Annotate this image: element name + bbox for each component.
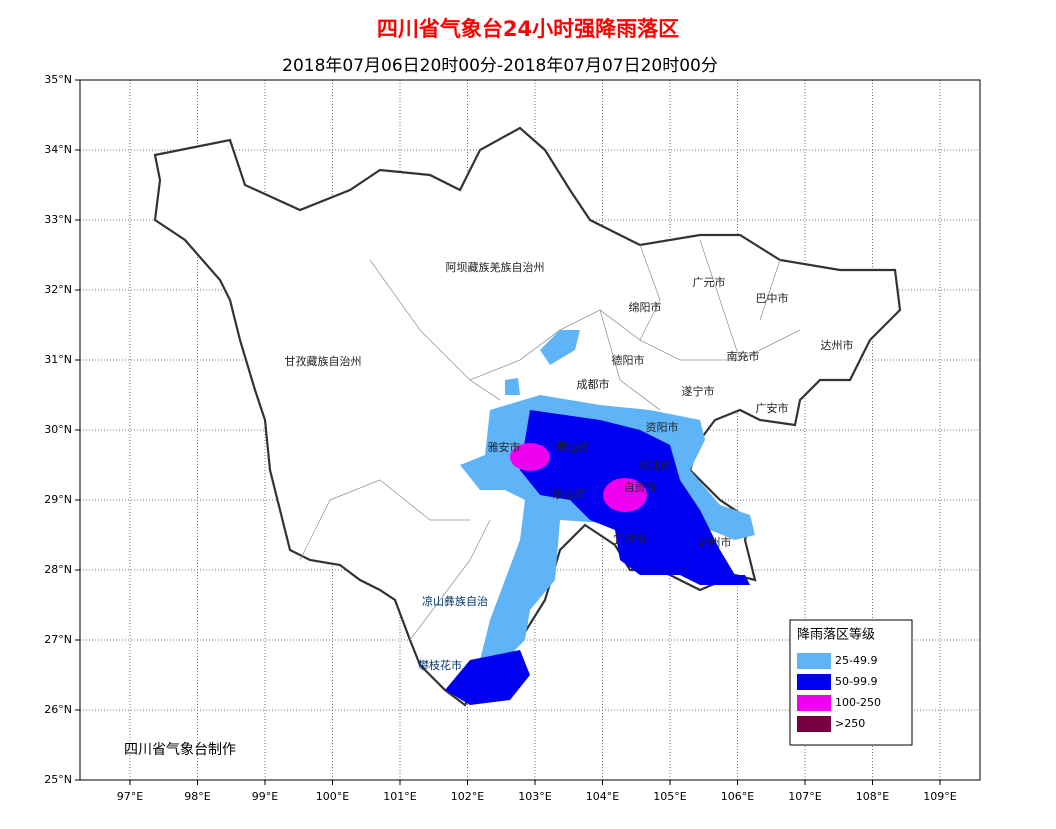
place-label: 内江市 [639,458,672,472]
lat-label: 34°N [44,143,72,156]
place-label: 德阳市 [612,353,645,367]
place-label: 成都市 [577,377,610,391]
place-label: 自贡市 [624,480,657,494]
legend-label: 25-49.9 [835,654,877,667]
legend-label: 100-250 [835,696,881,709]
legend-swatch [797,653,831,669]
place-label: 绵阳市 [629,300,662,314]
legend-label: >250 [835,717,865,730]
lon-label: 108°E [856,790,889,803]
place-label: 雅安市 [488,440,521,454]
rain-areas [445,330,755,705]
lat-label: 35°N [44,73,72,86]
lat-label: 25°N [44,773,72,786]
subtitle: 2018年07月06日20时00分-2018年07月07日20时00分 [282,56,718,76]
place-label: 遂宁市 [682,384,715,398]
place-label: 阿坝藏族羌族自治州 [446,260,545,274]
lon-label: 100°E [316,790,349,803]
lat-label: 28°N [44,563,72,576]
place-label: 南充市 [727,349,760,363]
place-label: 甘孜藏族自治州 [285,354,362,368]
place-label: 巴中市 [756,291,789,305]
title: 四川省气象台24小时强降雨落区 [377,17,679,41]
lon-label: 101°E [383,790,416,803]
lon-label: 105°E [653,790,686,803]
place-label: 泸州市 [699,535,732,549]
place-label: 资阳市 [646,420,679,434]
place-label: 攀枝花市 [418,658,462,672]
lat-label: 30°N [44,423,72,436]
legend-title: 降雨落区等级 [797,627,875,643]
place-label: 凉山彝族自治 [422,594,488,608]
place-label: 广元市 [693,275,726,289]
lon-label: 99°E [252,790,278,803]
map-frame [79,79,981,781]
credit: 四川省气象台制作 [124,742,236,758]
rain-100 [510,443,550,471]
lat-label: 26°N [44,703,72,716]
lat-label: 27°N [44,633,72,646]
legend-swatch [797,716,831,732]
lon-label: 104°E [586,790,619,803]
place-label: 达州市 [821,338,854,352]
rain-50 [445,410,750,705]
lon-label: 103°E [518,790,551,803]
place-label: 宜宾市 [614,532,647,546]
place-label: 广安市 [756,401,789,415]
lat-label: 33°N [44,213,72,226]
legend-label: 50-99.9 [835,675,877,688]
rain-100 [603,478,647,512]
lon-label: 97°E [117,790,143,803]
lat-label: 29°N [44,493,72,506]
lon-label: 109°E [923,790,956,803]
lat-label: 31°N [44,353,72,366]
lon-label: 107°E [788,790,821,803]
place-label: 乐山市 [553,487,586,501]
place-label: 眉山市 [557,440,590,454]
county-lines [299,239,801,641]
lon-label: 98°E [184,790,210,803]
lon-label: 102°E [451,790,484,803]
lat-label: 32°N [44,283,72,296]
legend-swatch [797,674,831,690]
legend-swatch [797,695,831,711]
lon-label: 106°E [721,790,754,803]
